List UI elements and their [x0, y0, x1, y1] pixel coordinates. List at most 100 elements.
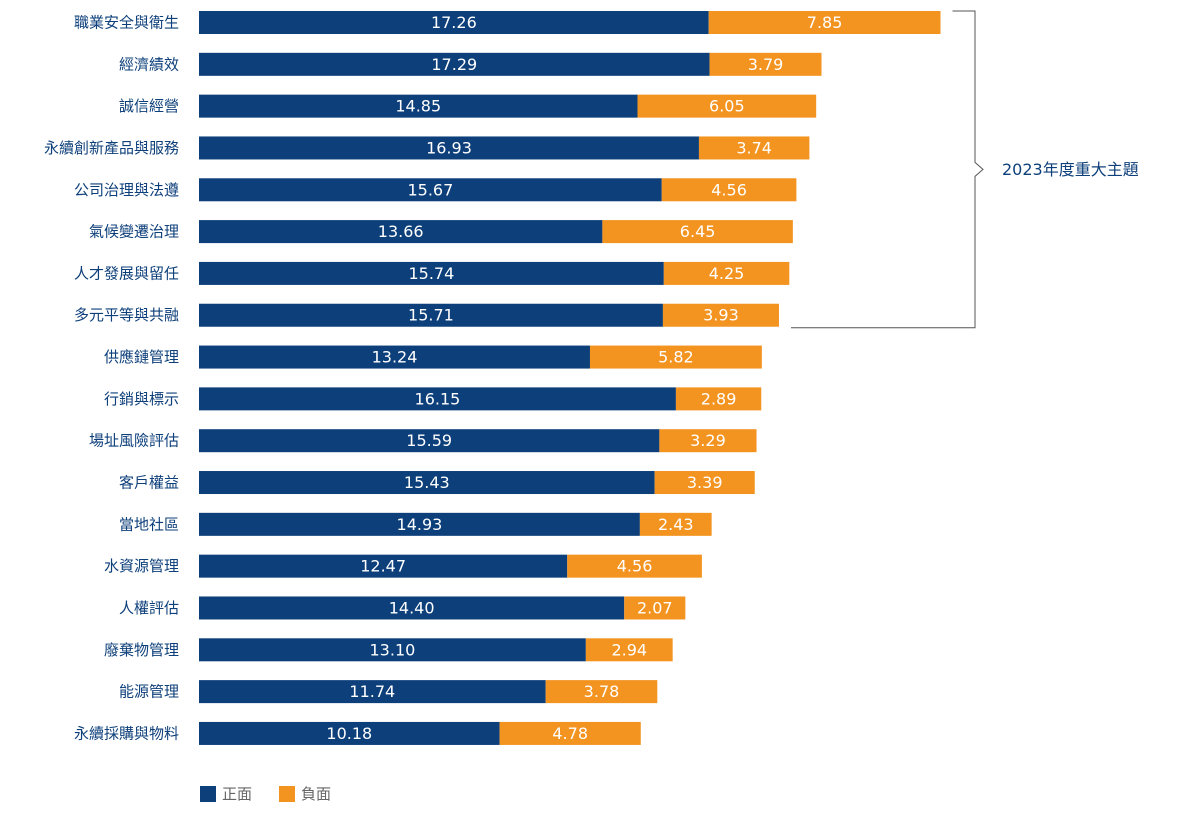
- bar-negative: [639, 512, 712, 536]
- bar-negative-value-label: 4.78: [552, 724, 588, 743]
- bar-negative: [499, 721, 641, 745]
- bar-positive-value-label: 16.15: [415, 389, 461, 408]
- legend: 正面 負面: [200, 785, 331, 803]
- bar-positive-value-label: 11.74: [349, 682, 395, 701]
- bar-positive-value-label: 12.47: [360, 557, 406, 576]
- category-label: 誠信經營: [119, 97, 179, 115]
- category-label: 公司治理與法遵: [74, 181, 179, 199]
- category-label: 當地社區: [119, 515, 179, 533]
- bar-negative-value-label: 2.07: [637, 598, 673, 617]
- bar-negative-value-label: 6.05: [709, 97, 745, 116]
- category-label: 行銷與標示: [104, 390, 179, 408]
- bar-positive: [199, 471, 655, 495]
- bars-layer: 17.26 7.85 17.29 3.79 14.85 6.05 16.93 3.74 15.6…: [199, 11, 941, 745]
- bar-positive: [199, 52, 710, 76]
- bar-positive-value-label: 13.10: [370, 640, 416, 659]
- annotation-label: 2023年度重大主題: [1002, 160, 1139, 179]
- bar-negative-value-label: 3.93: [703, 306, 739, 325]
- bar-positive-value-label: 15.43: [404, 473, 450, 492]
- bar-negative-value-label: 7.85: [807, 13, 843, 32]
- bar-positive: [199, 178, 662, 202]
- legend-label: 正面: [222, 785, 252, 803]
- bar-negative-value-label: 3.78: [584, 682, 620, 701]
- bar-negative: [659, 429, 757, 453]
- bar-positive: [199, 261, 664, 285]
- bar-positive: [199, 94, 638, 118]
- bar-positive: [199, 680, 546, 704]
- bar-positive-value-label: 15.74: [408, 264, 454, 283]
- bar-positive-value-label: 14.93: [397, 515, 443, 534]
- bar-positive-value-label: 14.85: [395, 97, 441, 116]
- bar-negative-value-label: 3.79: [748, 55, 784, 74]
- bar-negative-value-label: 6.45: [680, 222, 716, 241]
- bar-positive: [199, 721, 500, 745]
- bar-positive: [199, 554, 568, 578]
- bar-negative-value-label: 4.25: [709, 264, 745, 283]
- bar-positive-value-label: 15.59: [406, 431, 452, 450]
- bar-negative: [585, 638, 673, 662]
- category-label: 廢棄物管理: [104, 641, 179, 659]
- annotation-layer: 2023年度重大主題: [790, 10, 1139, 329]
- category-label: 職業安全與衛生: [74, 14, 179, 32]
- bar-positive: [199, 387, 676, 411]
- legend-swatch: [279, 786, 295, 802]
- bar-positive: [199, 596, 625, 620]
- category-label: 永續創新產品與服務: [44, 139, 179, 157]
- bar-positive: [199, 11, 709, 34]
- bar-positive: [199, 136, 699, 160]
- category-label: 多元平等與共融: [74, 306, 179, 324]
- bar-negative: [624, 596, 686, 620]
- bar-negative: [589, 345, 762, 369]
- bar-negative: [545, 680, 658, 704]
- category-label: 水資源管理: [104, 557, 179, 575]
- bar-negative: [567, 554, 702, 578]
- bar-negative-value-label: 3.74: [736, 138, 772, 157]
- bar-negative: [662, 303, 779, 327]
- bar-negative: [663, 261, 790, 285]
- bar-negative-value-label: 2.94: [611, 640, 647, 659]
- bar-positive: [199, 429, 660, 453]
- bar-negative: [698, 136, 810, 160]
- bar-negative: [709, 52, 822, 76]
- category-label: 供應鏈管理: [104, 348, 179, 366]
- bar-positive-value-label: 15.67: [407, 180, 453, 199]
- bar-positive-value-label: 10.18: [326, 724, 372, 743]
- bar-positive-value-label: 17.26: [431, 13, 477, 32]
- bar-negative-value-label: 3.29: [690, 431, 726, 450]
- bar-negative: [654, 471, 755, 495]
- bar-negative-value-label: 4.56: [617, 557, 653, 576]
- bar-negative-value-label: 3.39: [687, 473, 723, 492]
- legend-swatch: [200, 786, 216, 802]
- bar-negative-value-label: 4.56: [711, 180, 747, 199]
- bar-positive: [199, 220, 603, 244]
- category-label: 客戶權益: [119, 474, 179, 492]
- bar-negative-value-label: 2.43: [658, 515, 694, 534]
- bar-negative: [661, 178, 797, 202]
- bar-negative: [637, 94, 817, 118]
- category-label: 人才發展與留任: [74, 264, 179, 282]
- category-label: 能源管理: [119, 683, 179, 701]
- bar-positive: [199, 638, 586, 662]
- bar-negative: [675, 387, 762, 411]
- bar-positive-value-label: 13.66: [378, 222, 424, 241]
- category-labels: 職業安全與衛生經濟績效誠信經營永續創新產品與服務公司治理與法遵氣候變遷治理人才發…: [44, 14, 179, 743]
- bar-positive: [199, 512, 640, 536]
- bar-positive-value-label: 15.71: [408, 306, 454, 325]
- bar-negative: [708, 11, 941, 34]
- bar-negative: [602, 220, 793, 244]
- bar-positive: [199, 345, 590, 369]
- bar-positive: [199, 303, 663, 327]
- legend-label: 負面: [301, 785, 331, 803]
- bar-positive-value-label: 17.29: [431, 55, 477, 74]
- bar-negative-value-label: 2.89: [701, 389, 737, 408]
- category-label: 氣候變遷治理: [89, 223, 179, 241]
- category-label: 永續採購與物料: [74, 724, 179, 742]
- category-label: 經濟績效: [119, 55, 179, 73]
- bar-positive-value-label: 13.24: [372, 348, 418, 367]
- bar-positive-value-label: 16.93: [426, 138, 472, 157]
- bar-positive-value-label: 14.40: [389, 598, 435, 617]
- bracket-line: [790, 10, 984, 329]
- category-label: 人權評估: [119, 599, 179, 617]
